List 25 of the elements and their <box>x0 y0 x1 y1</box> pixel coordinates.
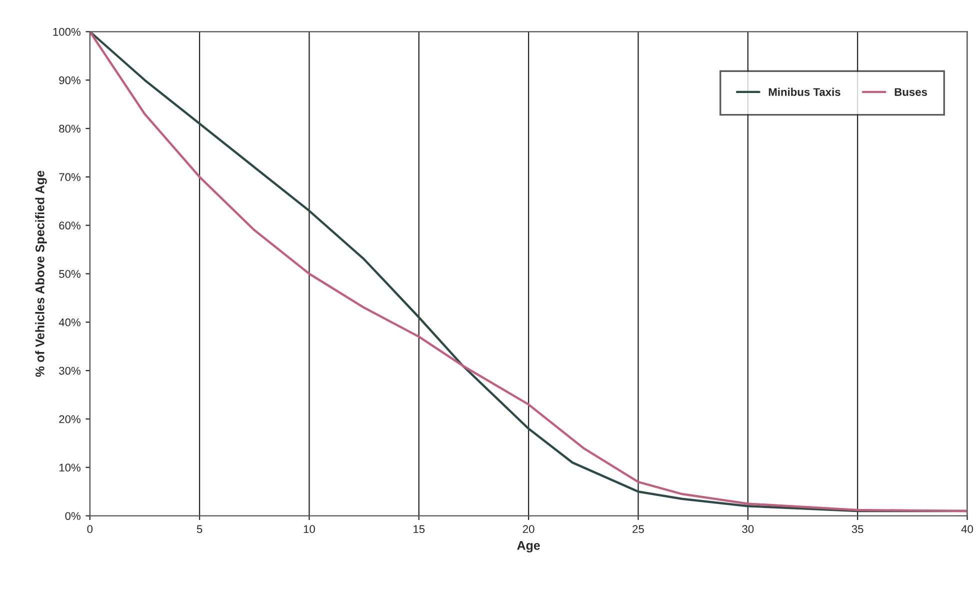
legend-label: Buses <box>894 88 928 96</box>
x-tick-label: 5 <box>196 525 202 534</box>
y-tick-label: 50% <box>59 270 80 278</box>
y-tick-label: 0% <box>65 512 80 520</box>
x-tick-label: 35 <box>852 525 864 534</box>
y-tick-label: 90% <box>59 76 80 84</box>
x-tick-label: 10 <box>304 525 315 534</box>
legend-label: Minibus Taxis <box>768 88 840 96</box>
y-tick-label: 30% <box>59 366 80 375</box>
x-tick-label: 40 <box>961 525 973 534</box>
y-axis-title: % of Vehicles Above Specified Age <box>35 170 47 377</box>
x-axis-title: Age <box>517 541 540 552</box>
x-tick-label: 0 <box>87 525 93 534</box>
y-tick-label: 100% <box>53 28 80 36</box>
line-series <box>90 32 968 512</box>
x-tick-label: 25 <box>632 525 644 534</box>
x-tick-label: 30 <box>742 525 754 534</box>
y-tick-label: 60% <box>59 222 80 230</box>
x-tick-label: 20 <box>522 525 534 534</box>
y-tick-label: 80% <box>59 124 80 133</box>
y-tick-label: 40% <box>58 318 80 326</box>
y-tick-label: 20% <box>59 415 80 424</box>
x-tick-label: 15 <box>414 525 425 534</box>
y-tick-label: 70% <box>59 173 80 182</box>
y-tick-label: 10% <box>59 464 80 472</box>
